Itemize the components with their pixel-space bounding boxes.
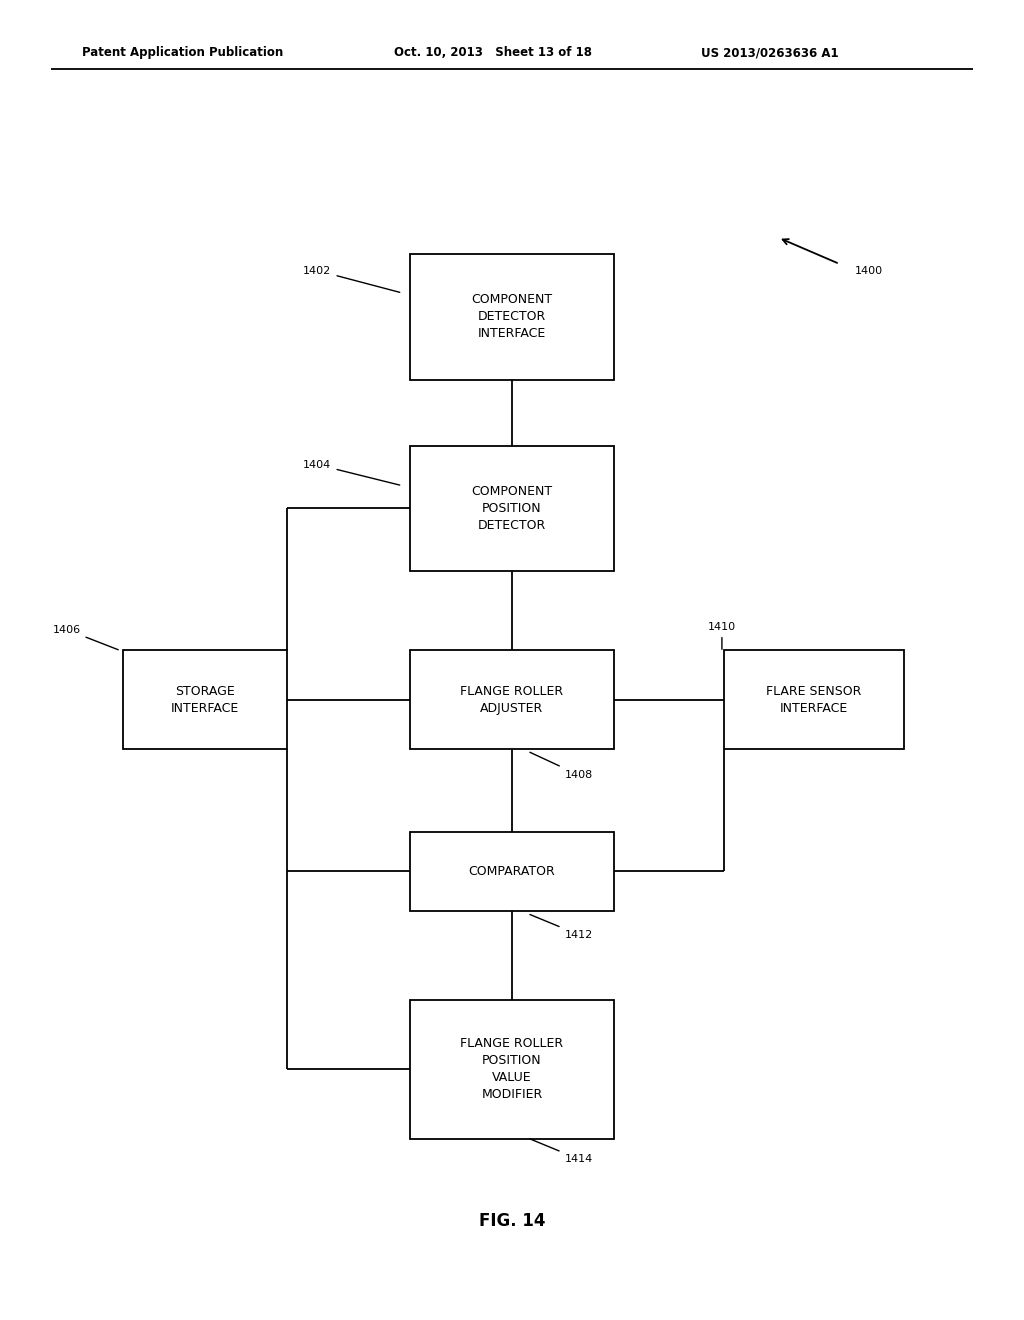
Text: Oct. 10, 2013   Sheet 13 of 18: Oct. 10, 2013 Sheet 13 of 18 <box>394 46 592 59</box>
Text: COMPARATOR: COMPARATOR <box>469 865 555 878</box>
Text: 1404: 1404 <box>303 459 399 484</box>
Bar <box>123 651 287 750</box>
Text: 1402: 1402 <box>303 265 399 292</box>
Bar <box>725 651 904 750</box>
Bar <box>410 651 614 750</box>
Text: COMPONENT
POSITION
DETECTOR: COMPONENT POSITION DETECTOR <box>471 484 553 532</box>
Text: FLANGE ROLLER
ADJUSTER: FLANGE ROLLER ADJUSTER <box>461 685 563 714</box>
Bar <box>410 255 614 380</box>
Text: 1410: 1410 <box>708 622 736 649</box>
Text: FLANGE ROLLER
POSITION
VALUE
MODIFIER: FLANGE ROLLER POSITION VALUE MODIFIER <box>461 1038 563 1101</box>
Text: US 2013/0263636 A1: US 2013/0263636 A1 <box>701 46 839 59</box>
Text: 1400: 1400 <box>855 265 883 276</box>
Bar <box>410 832 614 911</box>
Text: FIG. 14: FIG. 14 <box>479 1212 545 1230</box>
Text: 1406: 1406 <box>52 624 118 649</box>
Bar <box>410 1001 614 1138</box>
Text: COMPONENT
DETECTOR
INTERFACE: COMPONENT DETECTOR INTERFACE <box>471 293 553 341</box>
Text: 1408: 1408 <box>529 752 593 780</box>
Text: FLARE SENSOR
INTERFACE: FLARE SENSOR INTERFACE <box>766 685 862 714</box>
Text: STORAGE
INTERFACE: STORAGE INTERFACE <box>171 685 239 714</box>
Text: 1414: 1414 <box>530 1139 593 1164</box>
Text: 1412: 1412 <box>530 915 593 940</box>
Bar <box>410 446 614 570</box>
Text: Patent Application Publication: Patent Application Publication <box>82 46 284 59</box>
